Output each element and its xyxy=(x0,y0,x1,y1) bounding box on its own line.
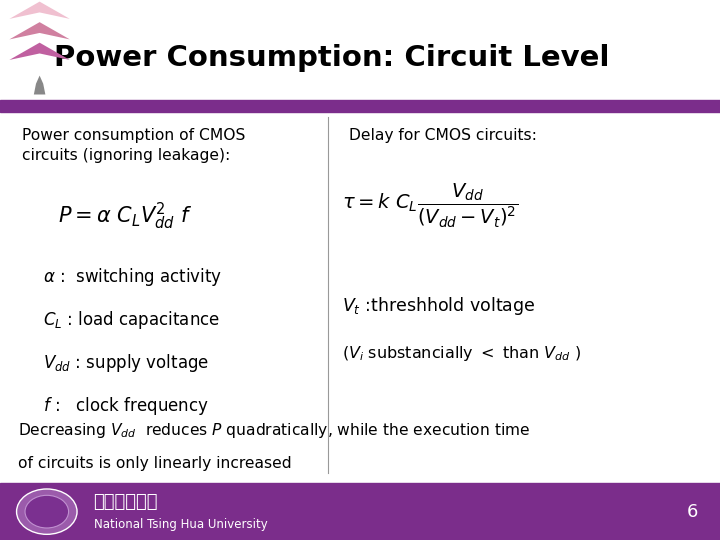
Text: Decreasing $V_{dd}$  reduces $P$ quadratically, while the execution time: Decreasing $V_{dd}$ reduces $P$ quadrati… xyxy=(18,421,530,440)
Circle shape xyxy=(17,489,77,535)
Bar xyxy=(0,100,720,112)
Text: Delay for CMOS circuits:: Delay for CMOS circuits: xyxy=(349,128,537,143)
Text: 國立清華大學: 國立清華大學 xyxy=(94,493,158,511)
Circle shape xyxy=(25,495,68,528)
Text: Power consumption of CMOS
circuits (ignoring leakage):: Power consumption of CMOS circuits (igno… xyxy=(22,128,245,163)
Text: $V_{dd}$ : supply voltage: $V_{dd}$ : supply voltage xyxy=(43,352,210,374)
Text: $V_t$ :threshhold voltage: $V_t$ :threshhold voltage xyxy=(342,295,536,318)
Text: of circuits is only linearly increased: of circuits is only linearly increased xyxy=(18,456,292,471)
Text: $C_L$ : load capacitance: $C_L$ : load capacitance xyxy=(43,309,220,331)
Polygon shape xyxy=(9,43,70,60)
Bar xyxy=(0,483,720,540)
Text: National Tsing Hua University: National Tsing Hua University xyxy=(94,518,267,531)
Text: $f$ :   clock frequency: $f$ : clock frequency xyxy=(43,395,209,417)
Text: $P = \alpha \ C_L V_{dd}^2 \ f$: $P = \alpha \ C_L V_{dd}^2 \ f$ xyxy=(58,201,192,232)
Text: $(V_i$ substancially $<$ than $V_{dd}$ $)$: $(V_i$ substancially $<$ than $V_{dd}$ $… xyxy=(342,344,581,363)
Text: Power Consumption: Circuit Level: Power Consumption: Circuit Level xyxy=(54,44,610,72)
Polygon shape xyxy=(34,76,45,94)
Polygon shape xyxy=(9,2,70,19)
Text: $\alpha$ :  switching activity: $\alpha$ : switching activity xyxy=(43,266,222,288)
Text: $\tau = k \ C_L \dfrac{V_{dd}}{(V_{dd} - V_t)^2}$: $\tau = k \ C_L \dfrac{V_{dd}}{(V_{dd} -… xyxy=(342,182,518,230)
Polygon shape xyxy=(9,22,70,39)
Text: 6: 6 xyxy=(687,503,698,521)
